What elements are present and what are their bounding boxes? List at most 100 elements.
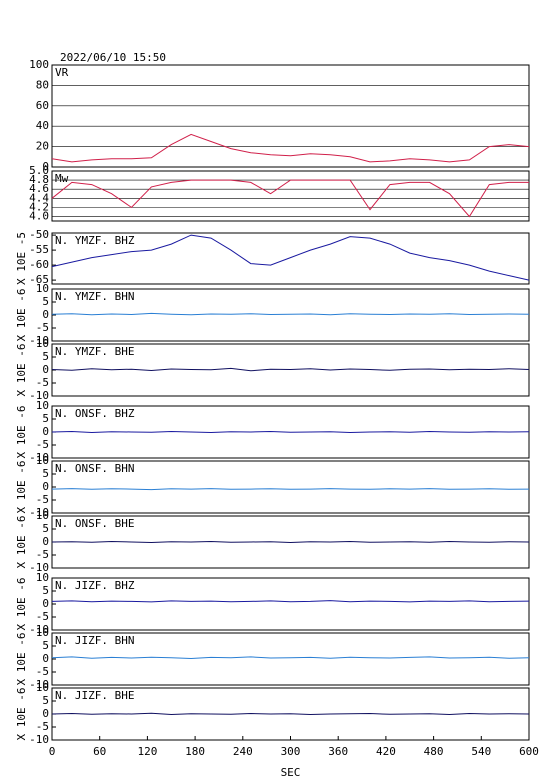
y-tick-label: -5 bbox=[36, 376, 49, 389]
y-tick-label: -10 bbox=[29, 506, 49, 519]
y-tick-label: -10 bbox=[29, 389, 49, 402]
y-tick-label: 5.0 bbox=[29, 164, 49, 177]
y-tick-label: 10 bbox=[36, 681, 49, 694]
y-tick-label: 10 bbox=[36, 454, 49, 467]
y-tick-label: 5 bbox=[42, 467, 49, 480]
x-tick-label: 600 bbox=[519, 745, 539, 758]
chart-title: 2022/06/10 15:50 bbox=[60, 51, 166, 64]
x-tick-label: 120 bbox=[137, 745, 157, 758]
y-tick-label: 5 bbox=[42, 639, 49, 652]
y-tick-label: -10 bbox=[29, 623, 49, 636]
y-axis-label: X 10E -6 bbox=[15, 516, 28, 569]
panel-label: N. ONSF. BHE bbox=[55, 517, 134, 530]
y-tick-label: -10 bbox=[29, 733, 49, 746]
y-tick-label: 10 bbox=[36, 337, 49, 350]
trace bbox=[51, 430, 530, 434]
y-axis-label: X 10E -6 bbox=[15, 406, 28, 459]
y-tick-label: 0 bbox=[42, 480, 49, 493]
trace bbox=[51, 133, 530, 163]
panel-frame bbox=[51, 170, 530, 222]
panel-frame bbox=[51, 64, 530, 168]
x-tick-label: 480 bbox=[424, 745, 444, 758]
x-axis-label: SEC bbox=[281, 766, 301, 779]
panel-label: Mw bbox=[55, 172, 69, 185]
y-tick-label: 4.8 bbox=[29, 173, 49, 186]
trace bbox=[51, 367, 530, 372]
y-tick-label: 0 bbox=[42, 363, 49, 376]
trace bbox=[51, 312, 530, 316]
y-tick-label: 0 bbox=[42, 160, 49, 173]
y-axis-label: X 10E -6 bbox=[15, 289, 28, 342]
trace bbox=[51, 234, 530, 281]
y-tick-label: 60 bbox=[36, 99, 49, 112]
y-tick-label: -5 bbox=[36, 321, 49, 334]
panel-label: N. YMZF. BHZ bbox=[55, 234, 135, 247]
y-tick-label: -5 bbox=[36, 493, 49, 506]
y-tick-label: 40 bbox=[36, 119, 49, 132]
y-tick-label: 80 bbox=[36, 78, 49, 91]
x-tick-label: 60 bbox=[93, 745, 106, 758]
y-tick-label: 5 bbox=[42, 522, 49, 535]
panel-label: N. ONSF. BHZ bbox=[55, 407, 135, 420]
y-tick-label: 4.6 bbox=[29, 182, 49, 195]
panel-label: VR bbox=[55, 66, 69, 79]
x-tick-label: 540 bbox=[471, 745, 491, 758]
y-tick-label: 5 bbox=[42, 350, 49, 363]
y-tick-label: 0 bbox=[42, 425, 49, 438]
x-tick-label: 0 bbox=[49, 745, 56, 758]
panel-label: N. YMZF. BHN bbox=[55, 290, 134, 303]
y-tick-label: 10 bbox=[36, 509, 49, 522]
trace bbox=[51, 600, 530, 603]
trace bbox=[51, 488, 530, 491]
x-tick-label: 240 bbox=[233, 745, 253, 758]
trace bbox=[51, 712, 530, 716]
y-tick-label: 0 bbox=[42, 597, 49, 610]
panel-label: N. JIZF. BHZ bbox=[55, 579, 135, 592]
panel-label: N. YMZF. BHE bbox=[55, 345, 134, 358]
y-tick-label: -55 bbox=[29, 243, 49, 256]
y-tick-label: -5 bbox=[36, 665, 49, 678]
y-tick-label: 5 bbox=[42, 412, 49, 425]
y-tick-label: 5 bbox=[42, 295, 49, 308]
y-tick-label: -60 bbox=[29, 258, 49, 271]
y-tick-label: -5 bbox=[36, 548, 49, 561]
x-tick-label: 360 bbox=[328, 745, 348, 758]
y-tick-label: 10 bbox=[36, 399, 49, 412]
y-axis-label: X 10E -6 bbox=[15, 688, 28, 741]
y-axis-label: X 10E -6 bbox=[15, 461, 28, 514]
y-tick-label: 5 bbox=[42, 584, 49, 597]
trace bbox=[51, 179, 529, 218]
y-tick-label: -50 bbox=[29, 228, 49, 241]
y-tick-label: 5 bbox=[42, 694, 49, 707]
y-tick-label: 0 bbox=[42, 707, 49, 720]
y-tick-label: 4.4 bbox=[29, 191, 49, 204]
y-tick-label: -10 bbox=[29, 334, 49, 347]
y-tick-label: 0 bbox=[42, 535, 49, 548]
panel-label: N. ONSF. BHN bbox=[55, 462, 134, 475]
y-tick-label: 0 bbox=[42, 308, 49, 321]
y-tick-label: -5 bbox=[36, 720, 49, 733]
x-tick-label: 180 bbox=[185, 745, 205, 758]
panel-label: N. JIZF. BHE bbox=[55, 689, 134, 702]
y-axis-label: X 10E -6 bbox=[15, 633, 28, 686]
panel-label: N. JIZF. BHN bbox=[55, 634, 134, 647]
y-axis-label: X 10E -6 bbox=[15, 578, 28, 631]
y-tick-label: 0 bbox=[42, 652, 49, 665]
y-tick-label: -5 bbox=[36, 438, 49, 451]
y-axis-label: X 10E -5 bbox=[15, 232, 28, 285]
y-tick-label: 20 bbox=[36, 140, 49, 153]
y-tick-label: -10 bbox=[29, 561, 49, 574]
y-tick-label: 100 bbox=[29, 58, 49, 71]
x-tick-label: 420 bbox=[376, 745, 396, 758]
y-tick-label: 10 bbox=[36, 626, 49, 639]
y-tick-label: 10 bbox=[36, 571, 49, 584]
trace bbox=[51, 656, 530, 660]
y-tick-label: 4.0 bbox=[29, 209, 49, 222]
x-tick-label: 300 bbox=[281, 745, 301, 758]
y-tick-label: -5 bbox=[36, 610, 49, 623]
y-tick-label: -10 bbox=[29, 451, 49, 464]
panel-frame bbox=[51, 232, 530, 285]
trace bbox=[51, 540, 530, 544]
y-tick-label: -65 bbox=[29, 273, 49, 286]
